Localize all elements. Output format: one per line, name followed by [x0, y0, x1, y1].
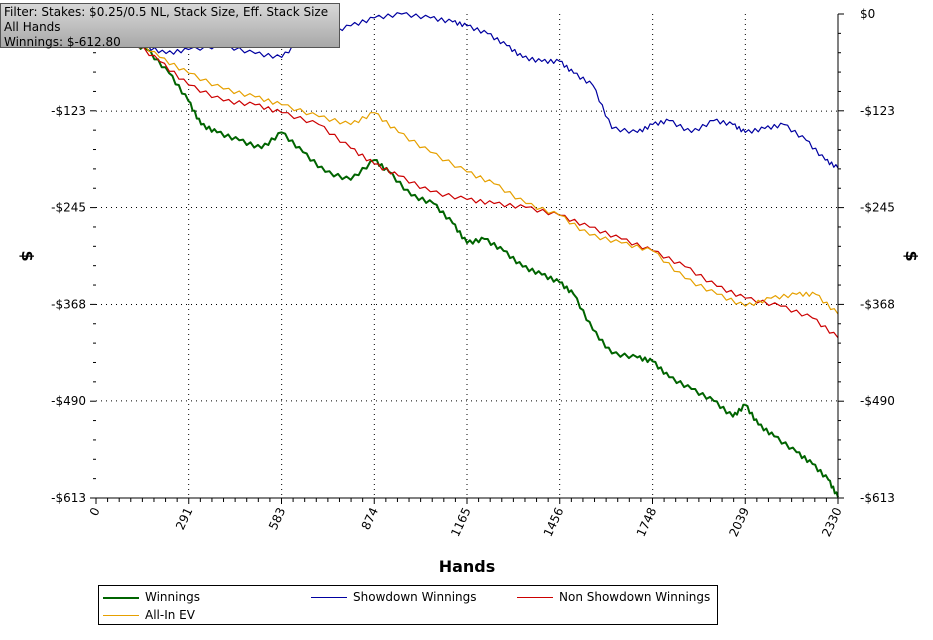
y-axis-title-left: $: [18, 250, 37, 261]
x-tick-label: 2330: [819, 505, 845, 539]
y-tick-label-left: -$245: [51, 200, 86, 214]
legend-item-winnings: Winnings: [103, 589, 200, 605]
legend-label-all-in-ev: All-In EV: [145, 608, 195, 622]
y-tick-label-right: $0: [860, 7, 875, 21]
axes: [90, 13, 844, 504]
series-line-showdown-winnings: [95, 12, 839, 169]
legend-item-showdown-winnings: Showdown Winnings: [311, 589, 477, 605]
y-tick-label-left: -$368: [51, 298, 86, 312]
x-tick-label: 583: [266, 505, 288, 532]
y-tick-label-right: -$123: [860, 104, 895, 118]
x-axis-title: Hands: [439, 557, 496, 576]
y-tick-label-left: -$490: [51, 394, 86, 408]
y-tick-label-left: -$123: [51, 104, 86, 118]
grid: [96, 14, 838, 498]
legend-swatch-non-showdown-winnings: [517, 597, 553, 598]
x-tick-label: 2039: [726, 505, 752, 539]
legend-item-all-in-ev: All-In EV: [103, 607, 195, 623]
y-tick-label-right: -$490: [860, 394, 895, 408]
winnings-total-text: Winnings: $-612.80: [4, 35, 121, 49]
legend: Winnings Showdown Winnings Non Showdown …: [98, 585, 718, 625]
x-tick-label: 1748: [634, 505, 660, 539]
legend-swatch-showdown-winnings: [311, 597, 347, 598]
series-line-winnings: [96, 28, 839, 498]
legend-label-non-showdown-winnings: Non Showdown Winnings: [559, 590, 711, 604]
y-tick-label-left: -$613: [51, 491, 86, 505]
x-tick-label: 1456: [541, 505, 567, 539]
x-tick-label: 874: [359, 505, 381, 532]
x-tick-label: 291: [173, 505, 195, 532]
y-axis-title-right: $: [902, 250, 921, 261]
legend-swatch-winnings: [103, 596, 139, 599]
x-tick-label: 0: [87, 505, 103, 518]
y-tick-label-right: -$368: [860, 298, 895, 312]
legend-label-showdown-winnings: Showdown Winnings: [353, 590, 477, 604]
y-tick-label-right: -$613: [860, 491, 895, 505]
filter-text: Filter: Stakes: $0.25/0.5 NL, Stack Size…: [4, 5, 329, 19]
filter-info-box: Filter: Stakes: $0.25/0.5 NL, Stack Size…: [0, 3, 340, 49]
hands-filter-text: All Hands: [4, 20, 61, 34]
y-tick-label-right: -$245: [860, 200, 895, 214]
series-line-non-showdown-winnings: [95, 28, 839, 339]
series-group: [95, 12, 839, 498]
legend-item-non-showdown-winnings: Non Showdown Winnings: [517, 589, 710, 605]
x-tick-label: 1165: [448, 505, 474, 539]
series-line-all-in-ev: [95, 27, 839, 315]
legend-swatch-all-in-ev: [103, 615, 139, 616]
legend-label-winnings: Winnings: [145, 590, 200, 604]
ticks: $0$0-$123-$123-$245-$245-$368-$368-$490-…: [51, 7, 895, 539]
